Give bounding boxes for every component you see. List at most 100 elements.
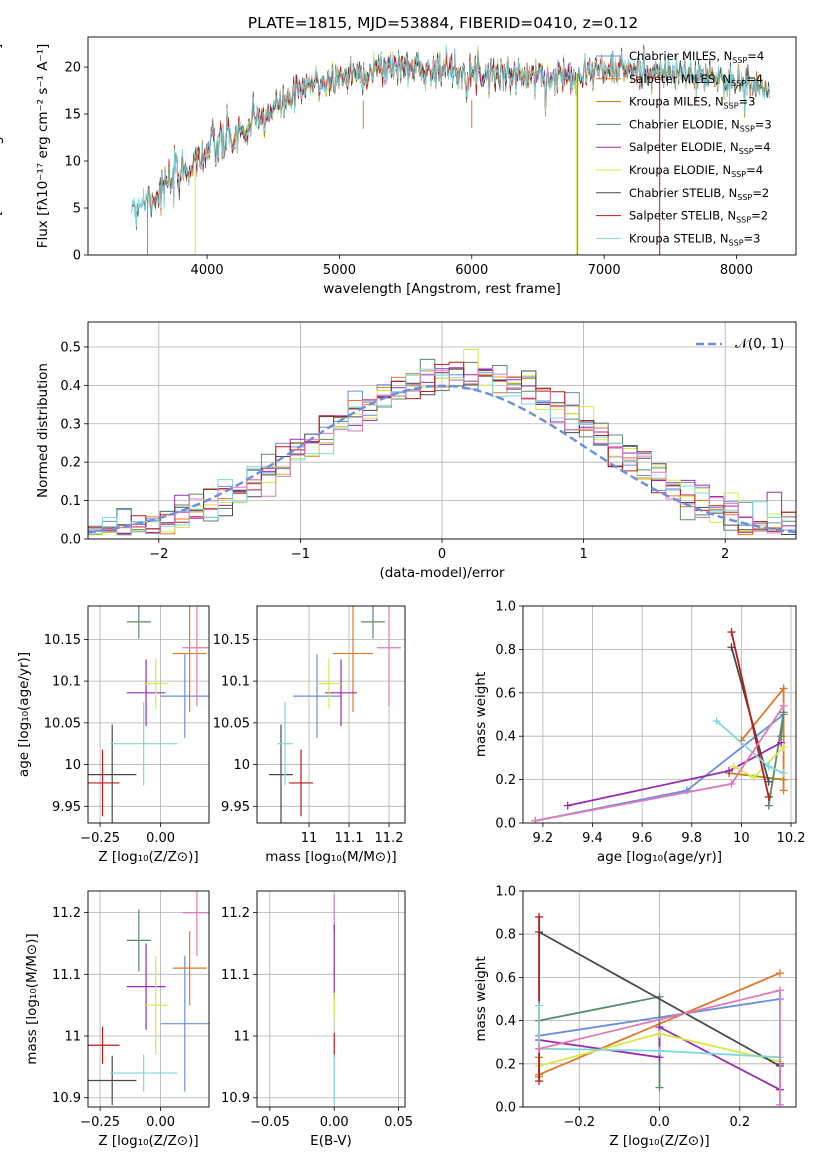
y-tick-label: 0.1 <box>60 494 81 509</box>
y-tick-label: 10 <box>64 758 81 773</box>
x-tick-label: 1 <box>579 547 587 562</box>
x-axis-label-spectrum: wavelength [Angstrom, rest frame] <box>323 281 561 297</box>
plot-area-z-weight <box>535 912 784 1107</box>
y-tick-label: 0.6 <box>495 971 516 986</box>
x-tick-label: −0.25 <box>80 1115 120 1130</box>
y-tick-label: 0.5 <box>60 340 81 355</box>
axes-ebv-mass: −0.05 0.00 0.05 10.9 11 11.1 11.2 <box>221 890 413 1130</box>
y-tick-label: 0.4 <box>495 1014 516 1029</box>
y-tick-label: 15 <box>64 108 81 123</box>
y-tick-label: 0.0 <box>495 817 516 832</box>
axes-frame <box>87 321 797 540</box>
y-tick-label: 0.0 <box>60 533 81 548</box>
x-tick-label: 9.2 <box>533 831 554 846</box>
x-tick-label: 7000 <box>588 263 621 278</box>
x-axis-label-z-age: Z [log₁₀(Z/Z⊙)] <box>98 849 198 865</box>
y-tick-label: 0.4 <box>60 379 81 394</box>
axes-frame <box>256 605 406 824</box>
x-tick-label: 0.00 <box>146 831 175 846</box>
legend-label: Salpeter ELODIE, NSSP=4 <box>629 140 771 156</box>
plot-area-spectrum <box>130 44 770 255</box>
x-tick-label: 11.2 <box>375 831 404 846</box>
x-tick-label: −0.25 <box>80 831 120 846</box>
y-axis-label-spectrum: Flux [fλ10⁻¹⁷ erg cm⁻² s⁻¹ A⁻¹] <box>35 44 51 249</box>
y-axis-label-spectrum: Flux [fλ10⁻¹⁷ erg cm⁻² s⁻¹ A⁻¹] <box>0 44 4 249</box>
legend-label: Kroupa MILES, NSSP=3 <box>629 95 755 111</box>
x-tick-label: −1 <box>291 547 310 562</box>
y-tick-label: 11 <box>64 1030 81 1045</box>
x-axis-label-z-mass: Z [log₁₀(Z/Z⊙)] <box>98 1133 198 1149</box>
legend-label: Salpeter STELIB, NSSP=2 <box>629 209 768 225</box>
y-tick-label: 0.0 <box>495 1101 516 1116</box>
y-tick-label: 0.2 <box>60 456 81 471</box>
axes-frame <box>87 890 210 1108</box>
y-tick-label: 9.95 <box>221 800 250 815</box>
legend-label: Salpeter MILES, NSSP=4 <box>629 72 763 88</box>
legend-label: Chabrier STELIB, NSSP=2 <box>629 186 769 202</box>
axes-frame <box>256 890 406 1108</box>
x-tick-label: 0.00 <box>146 1115 175 1130</box>
y-axis-label-z-weight: mass weight <box>473 956 489 1041</box>
y-axis-label-z-age: age [log₁₀(age/yr)] <box>16 652 32 777</box>
x-tick-label: −2 <box>149 547 168 562</box>
axes-age-weight: 9.2 9.4 9.6 9.8 10 10.2 0.0 0.2 0.4 0.6 0.8 1.0 <box>495 600 805 847</box>
plot-area-age-weight <box>531 628 788 823</box>
x-tick-label: 8000 <box>720 263 753 278</box>
y-tick-label: 1.0 <box>495 885 516 900</box>
y-axis-label-age-weight: mass weight <box>473 672 489 757</box>
plot-area-z-mass <box>88 891 209 1106</box>
y-tick-label: 10.9 <box>52 1091 81 1106</box>
x-tick-label: 10 <box>733 831 750 846</box>
x-tick-label: 0.2 <box>729 1115 750 1130</box>
legend-label: Kroupa STELIB, NSSP=3 <box>629 231 760 247</box>
plot-area-mass-age <box>269 606 401 823</box>
x-tick-label: 2 <box>721 547 729 562</box>
legend-label-normal: 𝒩(0, 1) <box>735 336 784 352</box>
y-tick-label: 20 <box>64 61 81 76</box>
x-axis-label-age-weight: age [log₁₀(age/yr)] <box>597 849 722 865</box>
x-tick-label: 11 <box>301 831 318 846</box>
legend-label: Chabrier ELODIE, NSSP=3 <box>629 117 772 133</box>
x-tick-label: 0 <box>438 547 446 562</box>
y-tick-label: 9.95 <box>52 800 81 815</box>
y-tick-label: 5 <box>73 202 81 217</box>
y-tick-label: 11.1 <box>221 968 250 983</box>
x-axis-label-mass-age: mass [log₁₀(M/M⊙)] <box>265 849 396 865</box>
legend-label: Kroupa ELODIE, NSSP=4 <box>629 163 763 179</box>
plot-area-residuals <box>88 349 796 539</box>
axes-frame <box>87 605 210 824</box>
normal-curve <box>88 384 796 534</box>
y-tick-label: 10.9 <box>221 1091 250 1106</box>
x-tick-label: 5000 <box>323 263 356 278</box>
y-tick-label: 0.8 <box>495 928 516 943</box>
y-tick-label: 0.3 <box>60 417 81 432</box>
weight-series <box>538 931 781 1067</box>
x-tick-label: 6000 <box>455 263 488 278</box>
axes-frame <box>522 890 797 1108</box>
plot-area-z-age <box>88 606 209 823</box>
axes-frame <box>87 36 797 256</box>
axes-frame <box>522 605 797 824</box>
y-tick-label: 0.8 <box>495 643 516 658</box>
legend: Chabrier MILES, NSSP=4 Salpeter MILES, NS… <box>596 49 772 247</box>
x-tick-label: 0.05 <box>384 1115 413 1130</box>
y-tick-label: 10 <box>233 758 250 773</box>
y-tick-label: 10.1 <box>52 675 81 690</box>
x-tick-label: −0.2 <box>563 1115 595 1130</box>
axes-mass-age: 11 11.1 11.2 9.95 10 10.05 10.1 10.15 <box>213 605 406 846</box>
x-tick-label: 10.2 <box>777 831 806 846</box>
spectrum-series <box>130 44 770 227</box>
y-tick-label: 11 <box>233 1030 250 1045</box>
x-tick-label: 9.4 <box>582 831 603 846</box>
axes-z-age: −0.25 0.00 9.95 10 10.05 10.1 10.15 <box>44 605 210 846</box>
x-tick-label: −0.05 <box>250 1115 290 1130</box>
histogram-series <box>88 368 796 539</box>
y-tick-label: 10.15 <box>44 633 81 648</box>
y-tick-label: 11.2 <box>221 906 250 921</box>
y-tick-label: 1.0 <box>495 600 516 615</box>
y-tick-label: 10.05 <box>213 716 250 731</box>
x-axis-label-z-weight: Z [log₁₀(Z/Z⊙)] <box>609 1133 709 1149</box>
y-tick-label: 0.2 <box>495 773 516 788</box>
weight-series <box>538 1005 780 1059</box>
